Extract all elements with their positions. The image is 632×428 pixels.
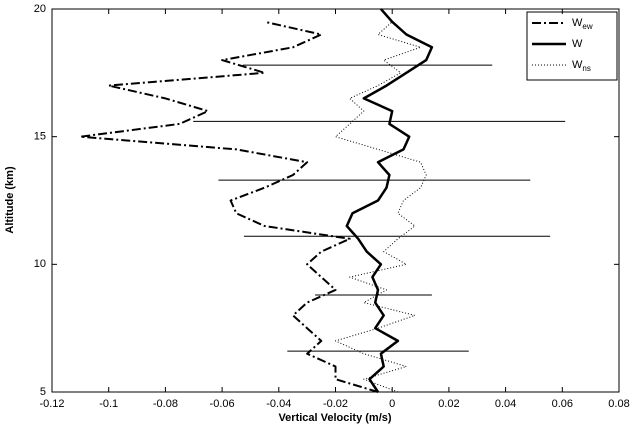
x-tick-label: -0.06 xyxy=(210,398,235,410)
x-tick-label: 0.02 xyxy=(438,398,459,410)
series-line xyxy=(79,20,379,393)
x-axis-label: Vertical Velocity (m/s) xyxy=(278,412,391,424)
series-line xyxy=(345,8,434,393)
x-tick-label: -0.1 xyxy=(99,398,118,410)
series-line xyxy=(335,21,427,393)
x-tick-label: 0.08 xyxy=(608,398,629,410)
legend-subscript: ew xyxy=(582,22,592,31)
x-tick-label: 0.04 xyxy=(495,398,516,410)
x-tick-label: 0 xyxy=(389,398,395,410)
y-axis-label: Altitude (km) xyxy=(4,166,16,234)
y-tick-label: 10 xyxy=(34,258,46,270)
x-tick-label: 0.06 xyxy=(552,398,573,410)
x-tick-label: -0.12 xyxy=(39,398,64,410)
legend-name: W xyxy=(572,17,583,29)
legend-label: Wew xyxy=(572,17,593,31)
legend-name: W xyxy=(572,59,583,71)
legend-subscript: ns xyxy=(582,64,590,73)
y-tick-label: 20 xyxy=(34,3,46,15)
legend-box xyxy=(526,11,618,81)
y-tick-label: 5 xyxy=(40,386,46,398)
x-tick-label: -0.04 xyxy=(266,398,291,410)
legend-label: Wns xyxy=(572,59,591,73)
legend-label: W xyxy=(572,38,583,50)
legend-name: W xyxy=(572,38,583,50)
x-tick-label: -0.08 xyxy=(153,398,178,410)
y-tick-label: 15 xyxy=(34,131,46,143)
x-tick-label: -0.02 xyxy=(323,398,348,410)
